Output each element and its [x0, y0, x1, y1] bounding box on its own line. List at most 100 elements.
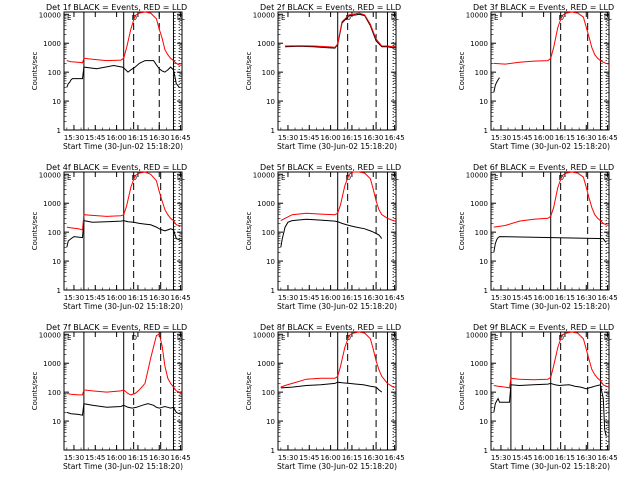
series-line-events	[493, 382, 607, 437]
series-line-events	[493, 77, 500, 93]
series-line-lld	[66, 171, 183, 231]
x-tick-label: 15:30	[491, 294, 511, 302]
x-tick-label: 16:45	[170, 134, 190, 142]
x-tick-label: 16:15	[342, 294, 362, 302]
series-line-lld	[493, 171, 610, 228]
x-axis-label: Start Time (30-Jun-02 15:18:20)	[277, 462, 397, 471]
y-tick-label: 1	[484, 447, 488, 455]
chart-title: Det 9f BLACK = Events, RED = LLD	[473, 323, 614, 332]
x-tick-label: 16:15	[128, 454, 148, 462]
y-axis-label: Counts/sec	[31, 212, 39, 251]
y-tick-label: 100	[48, 389, 61, 397]
y-tick-label: 1000	[470, 200, 488, 208]
x-tick-label: 15:45	[85, 454, 105, 462]
y-tick-label: 100	[475, 389, 488, 397]
chart-title: Det 4f BLACK = Events, RED = LLD	[46, 163, 187, 172]
flag-label: LL	[177, 174, 185, 182]
y-tick-label: 100	[262, 229, 275, 237]
x-tick-label: 16:30	[576, 454, 596, 462]
y-tick-label: 10000	[466, 331, 488, 339]
plot-frame	[63, 331, 183, 451]
y-tick-label: 100	[262, 69, 275, 77]
plot-frame	[277, 171, 397, 291]
y-tick-label: 1000	[43, 360, 61, 368]
flag-label: E	[494, 14, 498, 22]
x-tick-label: 16:45	[384, 134, 404, 142]
plot-frame	[63, 11, 183, 131]
x-tick-label: 15:30	[491, 454, 511, 462]
x-tick-label: 16:30	[363, 454, 383, 462]
flag-label: D	[132, 334, 137, 342]
y-tick-label: 10000	[253, 171, 275, 179]
flag-label: E	[281, 174, 285, 182]
x-tick-label: 16:30	[149, 294, 169, 302]
y-tick-label: 10	[266, 98, 275, 106]
x-tick-label: 15:30	[64, 294, 84, 302]
x-tick-label: 16:00	[534, 134, 554, 142]
flag-label: E	[67, 14, 71, 22]
chart-title: Det 6f BLACK = Events, RED = LLD	[473, 163, 614, 172]
flag-label: E	[494, 334, 498, 342]
y-tick-label: 1000	[257, 200, 275, 208]
x-tick-label: 16:30	[363, 294, 383, 302]
chart-panel-9: Det 9f BLACK = Events, RED = LLD 1 10 100 10…	[458, 323, 618, 471]
y-tick-label: 1	[271, 287, 275, 295]
y-tick-label: 10	[479, 418, 488, 426]
plot-frame	[277, 331, 397, 451]
chart-title: Det 8f BLACK = Events, RED = LLD	[260, 323, 401, 332]
chart-panel-4: Det 4f BLACK = Events, RED = LLD 1 10 100 10…	[31, 163, 191, 311]
y-tick-label: 100	[262, 389, 275, 397]
flag-label: LL	[177, 334, 185, 342]
series-line-lld	[493, 11, 610, 65]
y-tick-label: 10000	[39, 171, 61, 179]
y-axis-label: Counts/sec	[31, 372, 39, 411]
y-tick-label: 1000	[257, 40, 275, 48]
plot-frame	[490, 11, 610, 131]
series-line-lld	[280, 171, 397, 222]
y-axis-label: Counts/sec	[458, 372, 466, 411]
chart-title: Det 7f BLACK = Events, RED = LLD	[46, 323, 187, 332]
x-tick-label: 16:00	[107, 454, 127, 462]
series-line-events	[66, 60, 180, 88]
x-tick-label: 16:00	[321, 294, 341, 302]
y-tick-label: 10	[52, 98, 61, 106]
y-tick-label: 1000	[43, 200, 61, 208]
series-line-lld	[66, 11, 183, 66]
y-tick-label: 1	[484, 287, 488, 295]
x-tick-label: 15:45	[299, 454, 319, 462]
y-tick-label: 1000	[470, 40, 488, 48]
y-tick-label: 10000	[39, 11, 61, 19]
series-line-events	[285, 13, 396, 49]
y-tick-label: 10	[266, 258, 275, 266]
flag-label: LL	[391, 174, 399, 182]
y-tick-label: 1000	[43, 40, 61, 48]
x-tick-label: 16:15	[128, 294, 148, 302]
flag-label: D	[346, 14, 351, 22]
series-line-lld	[280, 331, 396, 388]
chart-panel-8: Det 8f BLACK = Events, RED = LLD 1 10 100 10…	[245, 323, 405, 471]
y-tick-label: 1000	[470, 360, 488, 368]
x-tick-label: 16:45	[170, 294, 190, 302]
x-tick-label: 16:30	[363, 134, 383, 142]
x-tick-label: 16:30	[149, 134, 169, 142]
series-line-events	[493, 236, 607, 253]
series-line-events	[280, 381, 383, 393]
x-tick-label: 15:45	[512, 454, 532, 462]
x-axis-label: Start Time (30-Jun-02 15:18:20)	[277, 302, 397, 311]
series-line-lld	[285, 12, 396, 48]
y-tick-label: 10000	[39, 331, 61, 339]
x-axis-label: Start Time (30-Jun-02 15:18:20)	[63, 142, 183, 151]
flag-label: E	[67, 174, 71, 182]
series-line-lld	[493, 331, 610, 389]
x-tick-label: 15:45	[85, 294, 105, 302]
chart-panel-3: Det 3f BLACK = Events, RED = LLD 1 10 100 10…	[458, 3, 618, 151]
y-tick-label: 1000	[257, 360, 275, 368]
x-tick-label: 16:00	[534, 294, 554, 302]
x-tick-label: 15:30	[278, 454, 298, 462]
flag-label: E	[281, 14, 285, 22]
series-line-lld	[66, 333, 183, 396]
x-axis-label: Start Time (30-Jun-02 15:18:20)	[490, 302, 610, 311]
x-tick-label: 16:15	[342, 454, 362, 462]
y-axis-label: Counts/sec	[458, 212, 466, 251]
